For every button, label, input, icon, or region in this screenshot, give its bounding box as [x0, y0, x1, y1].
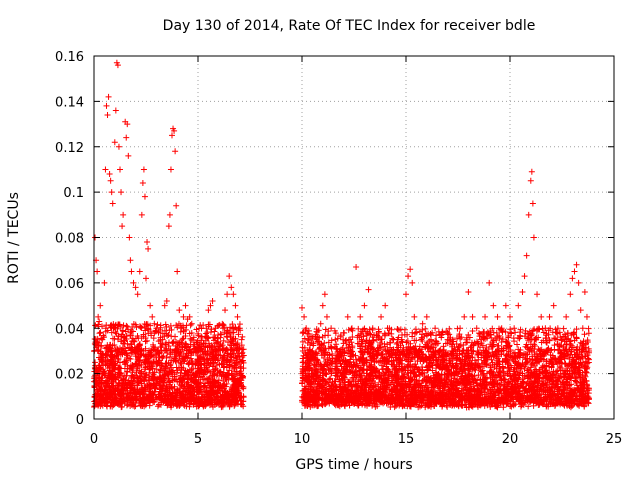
- data-point-band: [152, 384, 159, 391]
- data-point-band: [209, 357, 216, 364]
- data-point-band: [207, 384, 214, 391]
- data-point-band: [193, 326, 200, 333]
- data-point-band: [137, 324, 144, 331]
- data-point-band: [150, 335, 157, 342]
- data-point-band: [188, 358, 195, 365]
- data-point-band: [178, 360, 185, 367]
- data-point-band: [105, 370, 112, 377]
- data-point-band: [222, 358, 229, 365]
- data-point-band: [106, 367, 113, 374]
- data-point-band: [101, 387, 108, 394]
- data-point-band: [236, 353, 243, 360]
- data-point-band: [163, 340, 170, 347]
- data-point-band: [141, 374, 148, 381]
- data-point-band: [140, 352, 147, 359]
- data-point-band: [169, 340, 176, 347]
- data-point-band: [100, 351, 107, 358]
- data-point-band: [157, 366, 164, 373]
- data-point-band: [142, 338, 149, 345]
- data-point-band: [120, 322, 127, 329]
- data-point-band: [202, 376, 209, 383]
- data-point-band: [200, 322, 207, 329]
- data-point-band: [92, 322, 99, 329]
- data-point-band: [181, 402, 188, 409]
- data-point-band: [172, 333, 179, 340]
- data-point-band: [220, 337, 227, 344]
- data-point-band: [142, 384, 149, 391]
- data-point-band: [142, 402, 149, 409]
- data-point-band: [167, 351, 174, 358]
- data-point-band: [153, 366, 160, 373]
- data-point-band: [156, 369, 163, 376]
- data-point-band: [138, 403, 145, 410]
- data-point-band: [106, 386, 113, 393]
- data-point-band: [202, 382, 209, 389]
- data-point-band: [114, 355, 121, 362]
- data-point-band: [182, 340, 189, 347]
- data-point-band: [96, 362, 103, 369]
- data-point-band: [228, 354, 235, 361]
- data-point-band: [154, 321, 161, 328]
- data-point-band: [96, 354, 103, 361]
- data-point-band: [125, 391, 132, 398]
- data-point-band: [178, 356, 185, 363]
- chart-title: Day 130 of 2014, Rate Of TEC Index for r…: [162, 18, 536, 34]
- data-point-band: [150, 359, 157, 366]
- data-point-band: [173, 352, 180, 359]
- data-point-band: [233, 354, 240, 361]
- data-point-band: [97, 329, 104, 336]
- data-point-band: [207, 369, 214, 376]
- data-point-band: [181, 370, 188, 377]
- data-point-band: [210, 360, 217, 367]
- data-point-band: [107, 403, 114, 410]
- data-point-band: [230, 350, 237, 357]
- data-point-band: [133, 390, 140, 397]
- data-point-band: [164, 402, 171, 409]
- data-point-band: [204, 397, 211, 404]
- data-point-band: [187, 335, 194, 342]
- data-point-band: [143, 337, 150, 344]
- data-point-band: [184, 379, 191, 386]
- data-point-band: [181, 357, 188, 364]
- data-point-band: [92, 359, 99, 366]
- data-point-band: [124, 368, 131, 375]
- data-point-band: [118, 404, 125, 411]
- data-point-band: [181, 371, 188, 378]
- data-point-band: [100, 368, 107, 375]
- data-point-band: [137, 402, 144, 409]
- data-point-band: [157, 385, 164, 392]
- data-points: [91, 59, 593, 411]
- data-point-band: [193, 403, 200, 410]
- data-point-band: [188, 385, 195, 392]
- data-point-band: [167, 322, 174, 329]
- data-point-band: [219, 361, 226, 368]
- data-point-band: [213, 362, 220, 369]
- data-point-band: [161, 394, 168, 401]
- data-point-band: [189, 361, 196, 368]
- data-point-band: [205, 367, 212, 374]
- data-point-band: [199, 373, 206, 380]
- data-point-band: [231, 376, 238, 383]
- data-point-band: [202, 350, 209, 357]
- data-point-band: [102, 361, 109, 368]
- data-point-band: [167, 346, 174, 353]
- data-point-band: [115, 379, 122, 386]
- data-point-band: [121, 397, 128, 404]
- data-point-band: [128, 350, 135, 357]
- data-point-band: [177, 359, 184, 366]
- data-point-band: [195, 396, 202, 403]
- data-point-band: [124, 323, 131, 330]
- data-point-band: [187, 322, 194, 329]
- data-point-band: [173, 364, 180, 371]
- data-point-band: [161, 367, 168, 374]
